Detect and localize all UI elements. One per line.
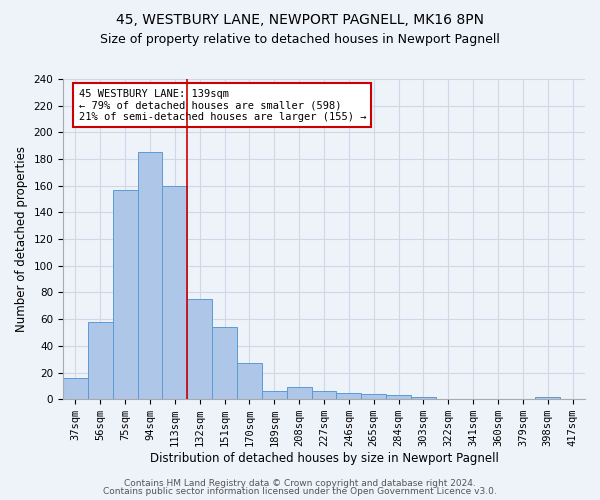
Bar — [88, 322, 113, 399]
Bar — [262, 391, 287, 399]
Bar — [337, 392, 361, 399]
Bar — [311, 391, 337, 399]
Bar — [212, 327, 237, 399]
Text: Contains public sector information licensed under the Open Government Licence v3: Contains public sector information licen… — [103, 487, 497, 496]
Text: Contains HM Land Registry data © Crown copyright and database right 2024.: Contains HM Land Registry data © Crown c… — [124, 478, 476, 488]
Bar — [361, 394, 386, 399]
Bar — [137, 152, 163, 399]
X-axis label: Distribution of detached houses by size in Newport Pagnell: Distribution of detached houses by size … — [149, 452, 499, 465]
Text: 45 WESTBURY LANE: 139sqm
← 79% of detached houses are smaller (598)
21% of semi-: 45 WESTBURY LANE: 139sqm ← 79% of detach… — [79, 88, 366, 122]
Bar — [535, 396, 560, 399]
Bar — [113, 190, 137, 399]
Bar — [237, 363, 262, 399]
Bar — [287, 387, 311, 399]
Bar — [63, 378, 88, 399]
Bar — [386, 395, 411, 399]
Text: 45, WESTBURY LANE, NEWPORT PAGNELL, MK16 8PN: 45, WESTBURY LANE, NEWPORT PAGNELL, MK16… — [116, 12, 484, 26]
Text: Size of property relative to detached houses in Newport Pagnell: Size of property relative to detached ho… — [100, 32, 500, 46]
Bar — [411, 396, 436, 399]
Y-axis label: Number of detached properties: Number of detached properties — [15, 146, 28, 332]
Bar — [163, 186, 187, 399]
Bar — [187, 299, 212, 399]
